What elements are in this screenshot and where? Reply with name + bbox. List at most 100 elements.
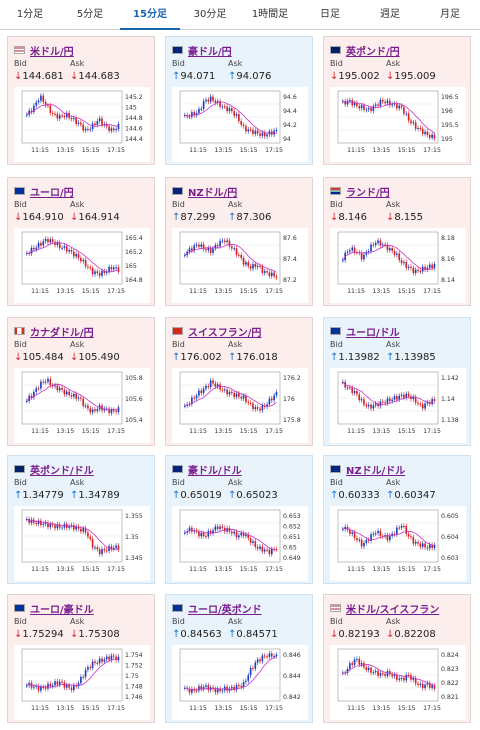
mini-chart[interactable]: 87.6 87.4 87.2 11:15 13:15 15:15 17:15: [172, 228, 308, 303]
tab-3[interactable]: 15分足: [120, 0, 180, 30]
candle-body: [214, 245, 217, 249]
rate-card[interactable]: ユーロ/英ポンド Bid Ask ↑0.84563 ↑0.84571 0.846 0.844…: [165, 594, 313, 723]
candle-body: [103, 408, 106, 411]
pair-title[interactable]: 米ドル/円: [14, 43, 74, 58]
arrow-down-icon: ↓: [386, 212, 395, 223]
x-tick-label: 17:15: [423, 705, 441, 712]
pair-title[interactable]: 英ポンド/円: [330, 43, 400, 58]
candle-body: [82, 124, 85, 131]
rate-card[interactable]: ユーロ/豪ドル Bid Ask ↓1.75294 ↓1.75308 1.754 1.752 1…: [7, 594, 155, 723]
candle-body: [216, 101, 219, 103]
y-tick-label: 164.8: [125, 277, 143, 284]
x-tick-label: 11:15: [31, 705, 49, 712]
x-tick-label: 15:15: [82, 705, 100, 712]
mini-chart[interactable]: 94.6 94.4 94.2 94 11:15 13:15 15:15 17:15: [172, 87, 308, 162]
candle-body: [275, 654, 278, 657]
mini-chart[interactable]: 145.2 145 144.8 144.6 144.4 11:15 13:15 15:15 17…: [14, 87, 150, 162]
rate-card[interactable]: 米ドル/スイスフラン Bid Ask ↓0.82193 ↓0.82208 0.824 0.8…: [323, 594, 471, 723]
tab-8[interactable]: 月足: [440, 9, 460, 20]
pair-name[interactable]: 豪ドル/ドル: [188, 465, 242, 477]
pair-title[interactable]: ユーロ/ドル: [330, 324, 400, 339]
candle-body: [414, 541, 417, 544]
rate-card[interactable]: 英ポンド/ドル Bid Ask ↑1.34779 ↑1.34789 1.355 1.35 1.…: [7, 455, 155, 584]
mini-chart[interactable]: 1.142 1.14 1.138 11:15 13:15 15:15 17:15: [330, 368, 466, 443]
candle-body: [377, 403, 379, 407]
pair-name[interactable]: 英ポンド/円: [346, 46, 400, 58]
mini-chart[interactable]: 105.8 105.6 105.4 11:15 13:15 15:15 17:15: [14, 368, 150, 443]
mini-chart[interactable]: 0.824 0.823 0.822 0.821 11:15 13:15 15:15 17:15: [330, 645, 466, 720]
tab-7[interactable]: 週足: [380, 9, 400, 20]
pair-name[interactable]: 英ポンド/ドル: [30, 465, 94, 477]
candle-body: [353, 532, 356, 539]
tab-4[interactable]: 30分足: [193, 9, 227, 20]
pair-title[interactable]: カナダドル/円: [14, 324, 94, 339]
pair-name[interactable]: ユーロ/ドル: [346, 327, 400, 339]
mini-chart[interactable]: 0.605 0.604 0.603 11:15 13:15 15:15 17:15: [330, 506, 466, 581]
pair-name[interactable]: NZドル/円: [188, 187, 238, 199]
x-tick-label: 11:15: [347, 147, 365, 154]
pair-title[interactable]: ユーロ/英ポンド: [172, 601, 262, 616]
tab-6[interactable]: 日足: [320, 9, 340, 20]
pair-name[interactable]: 米ドル/円: [30, 46, 74, 58]
candle-body: [82, 676, 85, 678]
mini-chart[interactable]: 0.846 0.844 0.842 11:15 13:15 15:15 17:15: [172, 645, 308, 720]
candle-body: [221, 526, 224, 528]
rate-card[interactable]: ユーロ/ドル Bid Ask ↑1.13982 ↑1.13985 1.142 1.14 1.1…: [323, 317, 471, 446]
mini-chart[interactable]: 1.754 1.752 1.75 1.748 1.746 11:15 13:15 15:15 1…: [14, 645, 150, 720]
pair-title[interactable]: NZドル/ドル: [330, 462, 406, 477]
rate-card[interactable]: スイスフラン/円 Bid Ask ↑176.002 ↑176.018 176.2 176 17…: [165, 317, 313, 446]
pair-title[interactable]: NZドル/円: [172, 184, 238, 199]
candle-body: [377, 104, 379, 106]
candle-body: [273, 130, 275, 135]
mini-chart[interactable]: 8.18 8.16 8.14 11:15 13:15 15:15 17:15: [330, 228, 466, 303]
pair-title[interactable]: スイスフラン/円: [172, 324, 262, 339]
pair-name[interactable]: カナダドル/円: [30, 327, 94, 339]
tab-5[interactable]: 1時間足: [251, 9, 289, 20]
tab-1[interactable]: 1分足: [16, 9, 44, 20]
mini-chart[interactable]: 1.355 1.35 1.345 11:15 13:15 15:15 17:15: [14, 506, 150, 581]
mini-chart[interactable]: 0.653 0.652 0.651 0.65 0.649 11:15 13:15 15:15 1…: [172, 506, 308, 581]
pair-name[interactable]: NZドル/ドル: [346, 465, 406, 477]
rate-card[interactable]: 米ドル/円 Bid Ask ↓144.681 ↓144.683 145.2 145 144.8…: [7, 36, 155, 165]
pair-name[interactable]: ユーロ/英ポンド: [188, 604, 262, 616]
pair-title[interactable]: 豪ドル/円: [172, 43, 232, 58]
mini-chart[interactable]: 165.4 165.2 165 164.8 11:15 13:15 15:15 17:15: [14, 228, 150, 303]
pair-title[interactable]: ユーロ/豪ドル: [14, 601, 94, 616]
rate-card[interactable]: 豪ドル/円 Bid Ask ↑94.071 ↑94.076 94.6 94.4 94.2 94 1…: [165, 36, 313, 165]
rate-card[interactable]: 英ポンド/円 Bid Ask ↓195.002 ↓195.009 196.5 196 195.…: [323, 36, 471, 165]
y-tick-label: 0.844: [283, 673, 301, 680]
pair-name[interactable]: ランド/円: [346, 187, 390, 199]
x-tick-label: 13:15: [372, 705, 390, 712]
rate-card[interactable]: NZドル/ドル Bid Ask ↑0.60333 ↑0.60347 0.605 0.604 0…: [323, 455, 471, 584]
candle-body: [360, 252, 363, 260]
y-tick-label: 165.4: [125, 235, 143, 242]
pair-title[interactable]: 豪ドル/ドル: [172, 462, 242, 477]
candle-body: [431, 264, 433, 268]
pair-title[interactable]: 英ポンド/ドル: [14, 462, 94, 477]
candle-body: [407, 113, 410, 121]
candle-body: [205, 685, 207, 687]
rate-card[interactable]: ユーロ/円 Bid Ask ↓164.910 ↓164.914 165.4 165.2 165…: [7, 177, 155, 306]
candle-body: [42, 95, 45, 102]
pair-title[interactable]: ランド/円: [330, 184, 390, 199]
candle-body: [261, 266, 264, 273]
rate-card[interactable]: ランド/円 Bid Ask ↓8.146 ↓8.155 8.18 8.16 8.14 11:15…: [323, 177, 471, 306]
mini-chart[interactable]: 176.2 176 175.8 11:15 13:15 15:15 17:15: [172, 368, 308, 443]
pair-title[interactable]: ユーロ/円: [14, 184, 74, 199]
candle-body: [209, 530, 212, 534]
rate-card[interactable]: 豪ドル/ドル Bid Ask ↑0.65019 ↑0.65023 0.653 0.652 0.…: [165, 455, 313, 584]
tab-2[interactable]: 5分足: [76, 9, 104, 20]
candle-body: [393, 674, 396, 677]
rate-card[interactable]: カナダドル/円 Bid Ask ↓105.484 ↓105.490 105.8 105.6 1…: [7, 317, 155, 446]
candle-body: [216, 688, 219, 693]
candle-body: [233, 248, 235, 250]
y-tick-label: 0.652: [283, 524, 301, 531]
mini-chart[interactable]: 196.5 196 195.5 195 11:15 13:15 15:15 17:15: [330, 87, 466, 162]
pair-name[interactable]: 豪ドル/円: [188, 46, 232, 58]
pair-name[interactable]: 米ドル/スイスフラン: [346, 604, 440, 616]
pair-name[interactable]: ユーロ/豪ドル: [30, 604, 94, 616]
rate-card[interactable]: NZドル/円 Bid Ask ↑87.299 ↑87.306 87.6 87.4 87.2 11…: [165, 177, 313, 306]
pair-name[interactable]: スイスフラン/円: [188, 327, 262, 339]
pair-name[interactable]: ユーロ/円: [30, 187, 74, 199]
pair-title[interactable]: 米ドル/スイスフラン: [330, 601, 440, 616]
